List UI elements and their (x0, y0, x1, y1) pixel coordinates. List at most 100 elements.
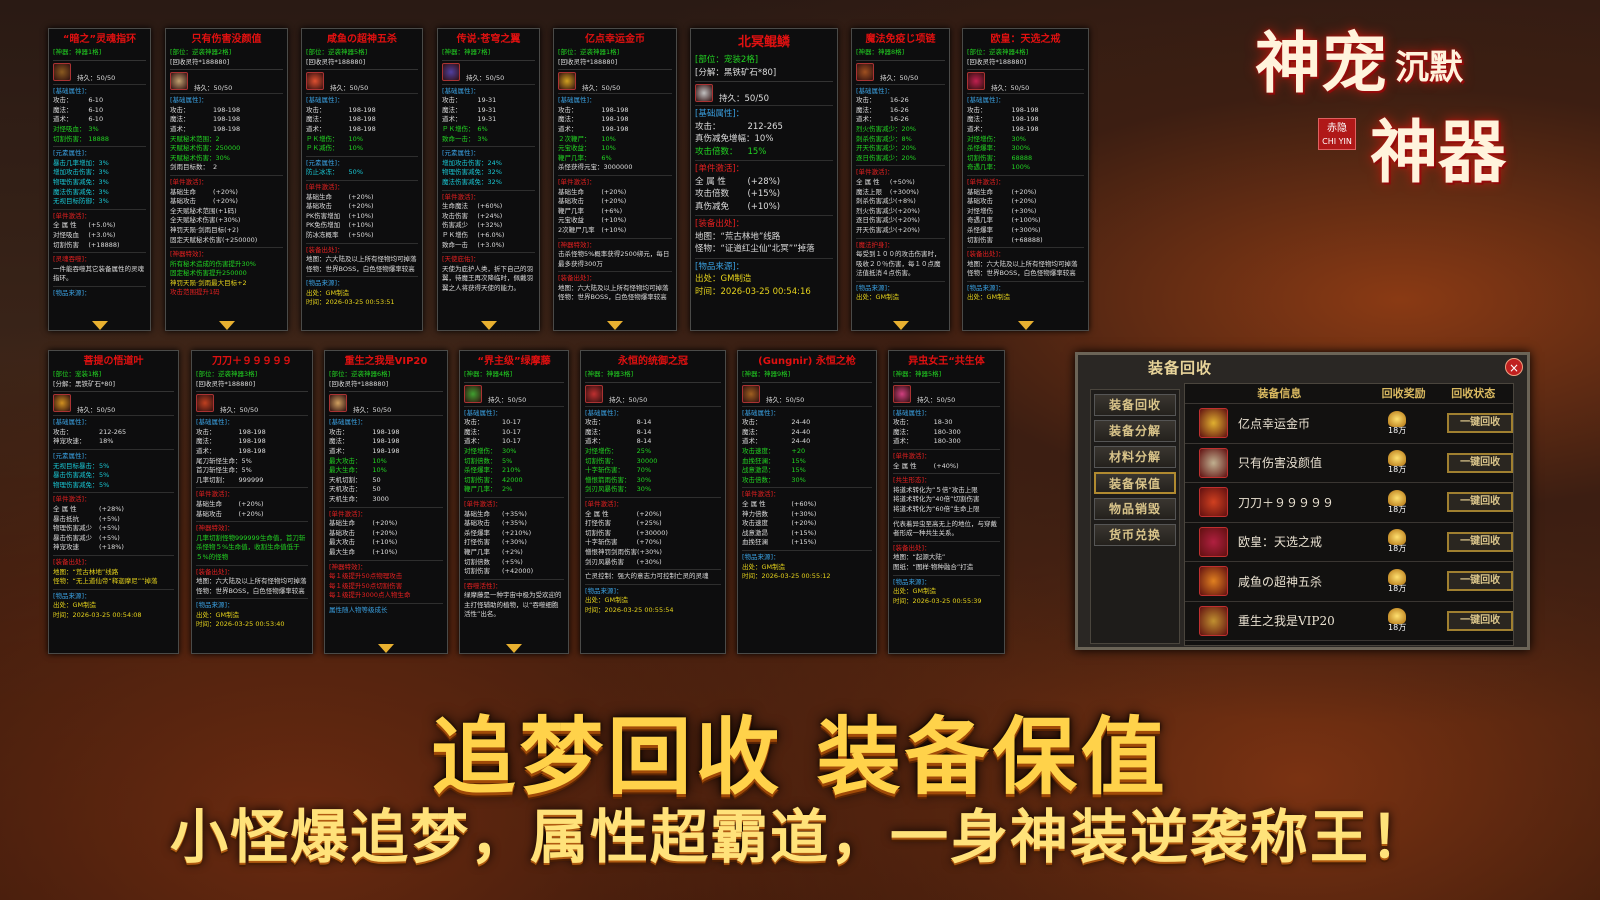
attr-label: 全 属 性 (585, 509, 609, 518)
attr-line: 物理伤害减免： 5% (53, 481, 174, 491)
item-name: 亿点幸运金币 (1238, 416, 1311, 431)
attr-line: 魔法： 10-17 (464, 428, 564, 438)
attr-section: [神器特效]： 几率切割怪物999999生命值，首刀斩杀怪物５%生命值，收割生命值… (196, 521, 308, 562)
recycle-table: 装备信息 回收奖励 回收状态 亿点幸运金币 18万 一键回收 只有伤害没颜值 18万 一键… (1184, 383, 1514, 646)
recycle-button[interactable]: 一键回收 (1447, 571, 1513, 592)
recycle-button[interactable]: 一键回收 (1447, 492, 1513, 513)
attr-line: 杀怪爆率 (+300%) (967, 226, 1084, 236)
recycle-button[interactable]: 一键回收 (1447, 531, 1513, 552)
menu-tab[interactable]: 物品销毁 (1094, 498, 1176, 520)
attr-line: ＰＫ减伤： 10% (306, 144, 418, 154)
attr-label: 道术： (558, 124, 578, 133)
attr-value: 10% (372, 466, 387, 475)
attr-label: 开天伤害减少： (856, 144, 902, 153)
attr-value: (+10%) (348, 221, 374, 230)
attr-label: 基础生命 (967, 187, 993, 196)
attr-label: 击杀怪物5%概率获得2500绑元，每日最多获得300万 (558, 250, 670, 268)
attr-line: 真伤减免增幅： 10% (695, 133, 833, 146)
item-tag: [部位：逆袭神器6格] (329, 370, 391, 378)
attr-line: 物理伤害减免： 32% (442, 168, 535, 178)
attr-line: 道术： 8-14 (585, 437, 721, 447)
attr-value: (+3.0%) (88, 230, 116, 239)
scroll-down-arrow-icon[interactable] (506, 644, 522, 653)
menu-tab[interactable]: 材料分解 (1094, 446, 1176, 468)
attr-value: 30% (1011, 134, 1026, 143)
item-tag: [回收灵符*188880] (170, 57, 230, 66)
attr-value: (+10%) (372, 547, 398, 556)
attr-line: 全 属 性 (+20%) (585, 510, 721, 520)
attr-section: [物品来源]： 出处：GM制造 时间：2026-03-25 00:54:16 (695, 257, 833, 299)
attr-label: 神宠攻速： (53, 437, 86, 446)
item-title: 永恒的统御之冠 (618, 356, 688, 367)
attr-label: 切割伤害 (53, 240, 79, 249)
item-icon (329, 394, 347, 413)
attr-section: [装备出处]： 地图：六大陆及以上所有怪物均可掉落 怪物：世界BOSS，白色怪物爆率… (558, 271, 672, 303)
attr-label: 剑刃风暴伤害 (585, 557, 624, 566)
attr-value: (+20%) (895, 216, 920, 225)
durability: 持久：50/50 (766, 396, 805, 404)
durability: 持久：50/50 (880, 74, 919, 82)
item-tag: [回收灵符*188880] (558, 57, 618, 66)
attr-line: 魔法： 180-300 (893, 428, 1000, 438)
attr-line: 魔法： 8-14 (585, 428, 721, 438)
menu-tab[interactable]: 装备保值 (1094, 472, 1176, 494)
attr-label: 切割伤害： (53, 134, 86, 143)
attr-section: [装备出处]： 地图：六大陆及以上所有怪物均可掉落 怪物：世界BOSS，白色怪物爆率… (967, 247, 1084, 279)
attr-label: 时间：2026-03-25 00:53:40 (196, 620, 285, 629)
attr-value: (+60%) (477, 202, 503, 211)
section-header: [元素属性]： (442, 149, 480, 158)
recycle-button[interactable]: 一键回收 (1447, 610, 1513, 631)
scroll-down-arrow-icon[interactable] (378, 644, 394, 653)
close-icon[interactable]: × (1505, 358, 1523, 376)
attr-line: 魔法： 198-198 (170, 115, 283, 125)
scroll-down-arrow-icon[interactable] (480, 321, 497, 330)
attr-line: 出处：GM制造 (856, 293, 945, 303)
item-tag: [回收灵符*188880] (329, 379, 389, 388)
section-header: [基础属性]： (329, 418, 367, 427)
attr-line: 魔法： 24-40 (742, 428, 872, 438)
gold-ingot-icon (1388, 489, 1407, 506)
section-header: [吞噬活性]： (464, 581, 502, 590)
recycle-button[interactable]: 一键回收 (1447, 452, 1513, 473)
recycle-button[interactable]: 一键回收 (1447, 413, 1513, 434)
menu-tab[interactable]: 装备回收 (1094, 394, 1176, 416)
attr-line: 道术： 198-198 (329, 447, 443, 457)
section-header: [单件激活]： (967, 177, 1005, 186)
section-header: [装备出处]： (196, 567, 234, 576)
attr-label: 逐日伤害减少： (856, 153, 902, 162)
attr-line: 切割伤害 (+42000) (464, 567, 564, 577)
item-tag: [部位：宠装2格] (695, 55, 759, 65)
attr-value: 18% (98, 437, 114, 446)
attr-label: 属性随人物等级成长 (329, 605, 388, 614)
attr-section: [基础属性]： 攻击： 198-198 魔法： 198-198 道术： 198-198 对怪增… (967, 93, 1084, 173)
attr-label: 增加攻击伤害： (442, 158, 488, 167)
scroll-down-arrow-icon[interactable] (218, 321, 235, 330)
attr-value: (+40%) (933, 461, 959, 470)
durability: 持久：50/50 (582, 83, 621, 92)
attr-label: 全 属 性 (53, 504, 77, 513)
attr-label: 致命一击： (442, 134, 475, 143)
item-icon (1199, 408, 1228, 439)
attr-label: 代表着异虫至高无上的地位，与穿戴者形成一种共生关系。 (893, 519, 997, 538)
menu-tab[interactable]: 装备分解 (1094, 420, 1176, 442)
attr-label: 鞭尸几率 (558, 206, 584, 215)
attr-line: 出处：GM制造 (967, 293, 1084, 303)
attr-label: 战意激昂 (742, 528, 768, 537)
attr-line: 攻击： 198-198 (558, 106, 672, 116)
attr-line: 对怪增伤： 30% (464, 447, 564, 457)
attr-label: 基础生命 (329, 519, 355, 528)
attr-line: 暴击抵抗 (+5%) (53, 515, 174, 525)
section-header: [基础属性]： (464, 408, 502, 417)
scroll-down-arrow-icon[interactable] (1017, 321, 1034, 330)
scroll-down-arrow-icon[interactable] (91, 321, 108, 330)
attr-label: 最大攻击 (329, 538, 355, 547)
scroll-down-arrow-icon[interactable] (607, 321, 623, 330)
attr-value: 198-198 (212, 115, 241, 124)
attr-line: 亡灵控制：强大的意志力可控制亡灵的灵魂 (585, 572, 721, 582)
attr-label: 最大生命： (329, 466, 362, 475)
attr-value: 10% (348, 134, 363, 143)
attr-label: 全 属 性 (742, 499, 766, 508)
scroll-down-arrow-icon[interactable] (892, 321, 909, 330)
menu-tab[interactable]: 货币兑换 (1094, 524, 1176, 546)
attr-value: 198-198 (348, 124, 376, 133)
